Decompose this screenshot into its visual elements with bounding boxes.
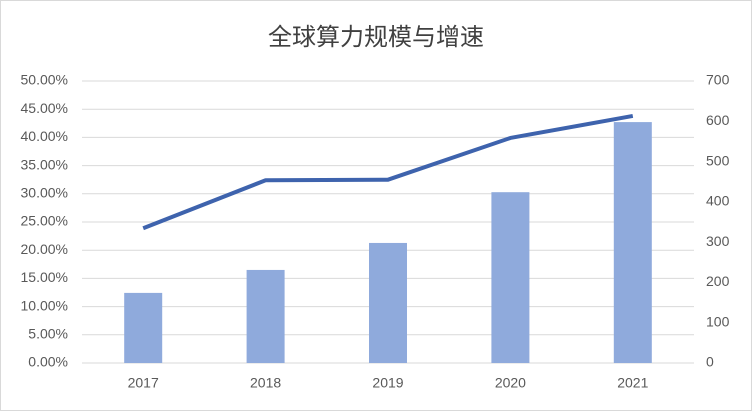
y2-tick-label: 400 <box>706 193 730 209</box>
y-tick-label: 5.00% <box>28 326 68 342</box>
y2-tick-label: 500 <box>706 152 730 168</box>
x-tick-label: 2020 <box>495 375 526 391</box>
bar <box>124 292 163 363</box>
y2-tick-label: 0 <box>706 354 714 370</box>
chart-title: 全球算力规模与增速 <box>268 23 484 51</box>
y-tick-label: 40.00% <box>21 128 68 144</box>
x-tick-label: 2017 <box>128 375 159 391</box>
y-tick-label: 25.00% <box>21 213 68 229</box>
y-tick-label: 45.00% <box>21 100 68 116</box>
bar <box>369 242 407 363</box>
y-tick-label: 0.00% <box>28 354 68 370</box>
bar <box>613 122 652 363</box>
x-tick-label: 2019 <box>372 375 403 391</box>
y-tick-label: 35.00% <box>21 156 68 172</box>
bar <box>246 269 285 363</box>
x-tick-label: 2021 <box>617 375 648 391</box>
y-tick-label: 15.00% <box>21 269 68 285</box>
y-tick-label: 20.00% <box>21 241 68 257</box>
x-tick-label: 2018 <box>250 375 281 391</box>
y2-tick-label: 200 <box>706 273 730 289</box>
y2-tick-label: 600 <box>706 112 730 128</box>
y-tick-label: 50.00% <box>21 72 68 88</box>
bar <box>491 192 530 363</box>
y2-tick-label: 300 <box>706 233 730 249</box>
y2-tick-label: 100 <box>706 313 730 329</box>
line <box>142 113 634 231</box>
y2-tick-label: 700 <box>706 72 730 88</box>
y-tick-label: 10.00% <box>21 297 68 313</box>
y-tick-label: 30.00% <box>21 185 68 201</box>
